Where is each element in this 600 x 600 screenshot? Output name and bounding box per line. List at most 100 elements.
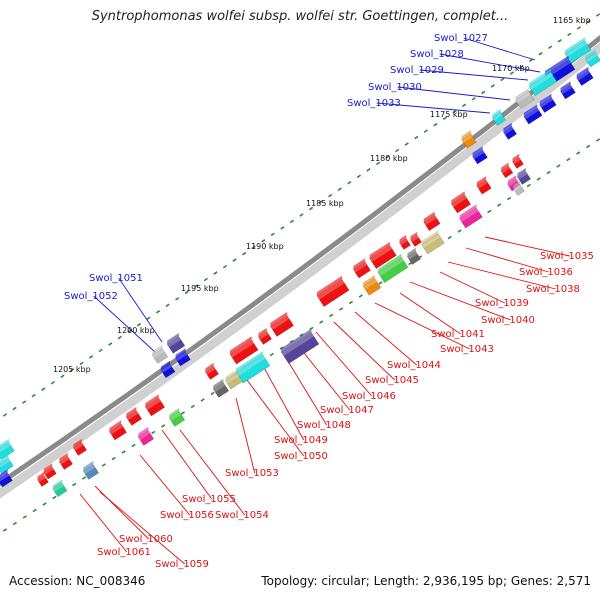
- outer-tick-dot: [395, 148, 400, 153]
- inner-tick-dot: [190, 404, 195, 409]
- gene-block-top: [512, 153, 520, 162]
- gene-block-highlight: [523, 107, 539, 120]
- outer-tick-dot: [22, 400, 27, 404]
- gene-block-highlight: [270, 315, 290, 330]
- callout-line: [354, 311, 417, 366]
- gene-block-face: [225, 372, 243, 390]
- outer-tick-dot: [414, 135, 419, 140]
- outer-tick-dot: [308, 206, 314, 211]
- gene-block-highlight: [476, 179, 488, 189]
- reverse-gene-label: Swol_1056: [160, 510, 214, 521]
- gene-block: [564, 37, 592, 64]
- gene-block-face: [528, 71, 558, 97]
- gene-block-highlight: [225, 372, 240, 384]
- gene-block: [125, 406, 143, 426]
- tick-label: 1165 kbp: [553, 16, 591, 25]
- gene-block-top: [459, 204, 477, 219]
- gene-block: [229, 336, 259, 365]
- gene-block-face: [459, 207, 483, 229]
- gene-block: [539, 93, 557, 113]
- gene-block-top: [585, 49, 596, 60]
- gene-block-face: [517, 171, 531, 185]
- inner-tick-dot: [506, 196, 512, 201]
- gene-block: [37, 471, 49, 487]
- reverse-gene-label: Swol_1039: [475, 298, 529, 309]
- gene-block-face: [125, 410, 143, 426]
- gene-block-highlight: [585, 52, 598, 63]
- gene-block-top: [560, 81, 571, 92]
- outer-tick-dot: [136, 322, 142, 327]
- outer-tick-dot: [69, 368, 75, 372]
- gene-block-top: [353, 258, 366, 270]
- gene-block-highlight: [539, 97, 554, 108]
- gene-block: [476, 176, 492, 195]
- outer-tick-dot: [538, 51, 543, 56]
- gene-block-face: [82, 464, 100, 480]
- gene-block-top: [236, 351, 263, 373]
- reverse-gene-label: Swol_1040: [481, 315, 535, 326]
- gene-block-face: [512, 157, 524, 169]
- gene-block-highlight: [169, 411, 182, 422]
- gene-block-face: [399, 238, 411, 250]
- callout-line: [439, 271, 505, 304]
- forward-gene-label: Swol_1030: [368, 82, 422, 93]
- inner-tick-dot: [161, 424, 166, 428]
- inner-tick-dot: [151, 430, 156, 435]
- inner-tick-dot: [101, 463, 106, 467]
- gene-block-top: [377, 253, 402, 273]
- gene-block-highlight: [109, 423, 124, 435]
- forward-gene-label: Swol_1029: [390, 65, 444, 76]
- backbone-shadow: [0, 42, 600, 499]
- gene-block-highlight: [503, 126, 514, 135]
- gene-block-face: [212, 382, 230, 398]
- gene-block-top: [281, 328, 312, 352]
- inner-tick-dot: [81, 476, 87, 480]
- outer-tick-dot: [481, 90, 486, 95]
- gene-block: [52, 479, 68, 498]
- gene-block-face: [539, 97, 557, 113]
- gene-block-face: [472, 149, 488, 165]
- gene-block-face: [43, 466, 57, 480]
- gene-block: [168, 407, 186, 427]
- tick-label: 1170 kbp: [492, 64, 530, 73]
- gene-block-highlight: [501, 166, 511, 174]
- callout-line: [484, 236, 570, 257]
- gene-block-highlight: [175, 351, 188, 362]
- genes-layer: [0, 37, 600, 498]
- tick-label: 1195 kbp: [181, 284, 219, 293]
- tick-label: 1185 kbp: [306, 199, 344, 208]
- gene-block-highlight: [407, 251, 418, 260]
- outer-tick-dot: [490, 84, 495, 88]
- gene-block: [205, 362, 219, 380]
- outer-tick-dot: [299, 213, 304, 217]
- inner-tick-dot: [2, 528, 8, 532]
- outer-tick-dot: [50, 380, 55, 385]
- gene-block-top: [59, 452, 68, 462]
- gene-block-top: [539, 93, 552, 106]
- outer-tick-dot: [127, 329, 132, 333]
- gene-block: [513, 180, 525, 196]
- gene-block-top: [0, 454, 9, 467]
- gene-block: [269, 311, 295, 337]
- gene-block: [235, 351, 271, 384]
- tick-label: 1205 kbp: [53, 365, 91, 374]
- inner-tick-dot: [338, 307, 344, 311]
- gene-block-top: [523, 104, 538, 117]
- gene-block-face: [59, 456, 73, 470]
- gene-block-highlight: [167, 336, 181, 348]
- gene-block-face: [476, 179, 492, 195]
- inner-tick-dot: [358, 294, 363, 298]
- gene-block-highlight: [529, 72, 554, 90]
- gene-block-top: [109, 420, 122, 432]
- reverse-gene-label: Swol_1050: [274, 451, 328, 462]
- gene-block-top: [167, 332, 179, 345]
- gene-block: [515, 87, 535, 109]
- inner-tick-dot: [210, 391, 215, 396]
- gene-block-face: [175, 351, 191, 367]
- tick-label: 1180 kbp: [370, 154, 408, 163]
- gene-block-top: [461, 130, 471, 140]
- gene-block-top: [225, 369, 238, 381]
- outer-tick-dot: [280, 226, 285, 230]
- gene-block-highlight: [37, 475, 46, 483]
- gene-block-highlight: [363, 278, 377, 290]
